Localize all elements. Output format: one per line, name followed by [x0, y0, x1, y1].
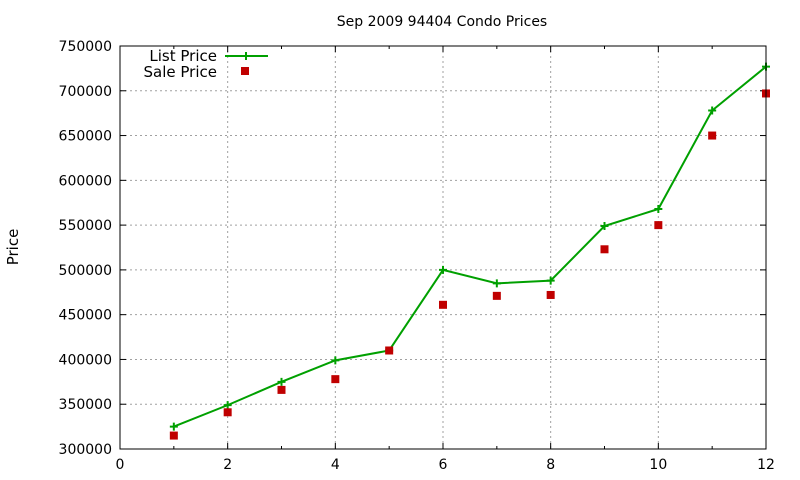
- sale-price-point: [546, 290, 555, 299]
- x-tick-label: 8: [546, 457, 555, 473]
- y-tick-label: 700000: [59, 84, 112, 100]
- sale-price-point: [331, 375, 340, 384]
- list-price-point: [331, 356, 340, 365]
- chart-title: Sep 2009 94404 Condo Prices: [337, 14, 547, 30]
- series-list-price: [169, 62, 770, 431]
- sale-price-point: [439, 300, 447, 309]
- sale-price-point: [277, 385, 286, 394]
- list-price-point: [277, 377, 286, 386]
- x-tick-label: 12: [757, 457, 775, 473]
- sale-price-point: [600, 245, 609, 254]
- sale-price-point: [169, 431, 178, 440]
- y-tick-label: 550000: [59, 218, 112, 234]
- y-tick-label: 500000: [59, 263, 112, 279]
- list-price-point: [439, 265, 447, 274]
- legend-marker-list-price: [242, 52, 250, 60]
- y-tick-label: 350000: [59, 397, 112, 413]
- legend-label-sale-price: Sale Price: [144, 63, 217, 81]
- list-price-point: [546, 276, 555, 285]
- series: [169, 62, 770, 440]
- x-tick-label: 6: [439, 457, 448, 473]
- legend-label-list-price: List Price: [149, 47, 217, 65]
- y-tick-labels: 300000 350000 400000 450000 500000 550000 6000…: [59, 39, 112, 458]
- y-tick-label: 400000: [59, 352, 112, 368]
- sale-price-point: [492, 291, 501, 300]
- y-tick-label: 650000: [59, 129, 112, 145]
- grid: [120, 46, 766, 449]
- list-price-point: [492, 279, 501, 288]
- list-price-point: [169, 422, 178, 431]
- x-tick-labels: 0 2 4 6 8 10 12: [116, 457, 775, 473]
- y-axis-label: Price: [4, 229, 22, 266]
- sale-price-point: [708, 131, 717, 140]
- x-tick-label: 10: [649, 457, 667, 473]
- list-price-point: [654, 204, 663, 213]
- plot-frame: [119, 45, 767, 450]
- list-price-point: [708, 106, 717, 115]
- list-price-point: [223, 401, 232, 410]
- sale-price-point: [385, 346, 394, 355]
- series-sale-price: [169, 89, 770, 440]
- y-tick-label: 450000: [59, 308, 112, 324]
- legend: List Price Sale Price: [144, 47, 268, 81]
- y-tick-label: 300000: [59, 442, 112, 458]
- x-tick-label: 4: [331, 457, 340, 473]
- x-tick-label: 0: [116, 457, 125, 473]
- list-price-line: [173, 65, 767, 428]
- list-price-point: [600, 222, 609, 231]
- sale-price-point: [654, 221, 663, 230]
- sale-price-point: [223, 408, 232, 417]
- legend-marker-sale-price: [241, 67, 249, 75]
- x-tick-label: 2: [223, 457, 232, 473]
- y-tick-label: 750000: [59, 39, 112, 55]
- y-tick-label: 600000: [59, 173, 112, 189]
